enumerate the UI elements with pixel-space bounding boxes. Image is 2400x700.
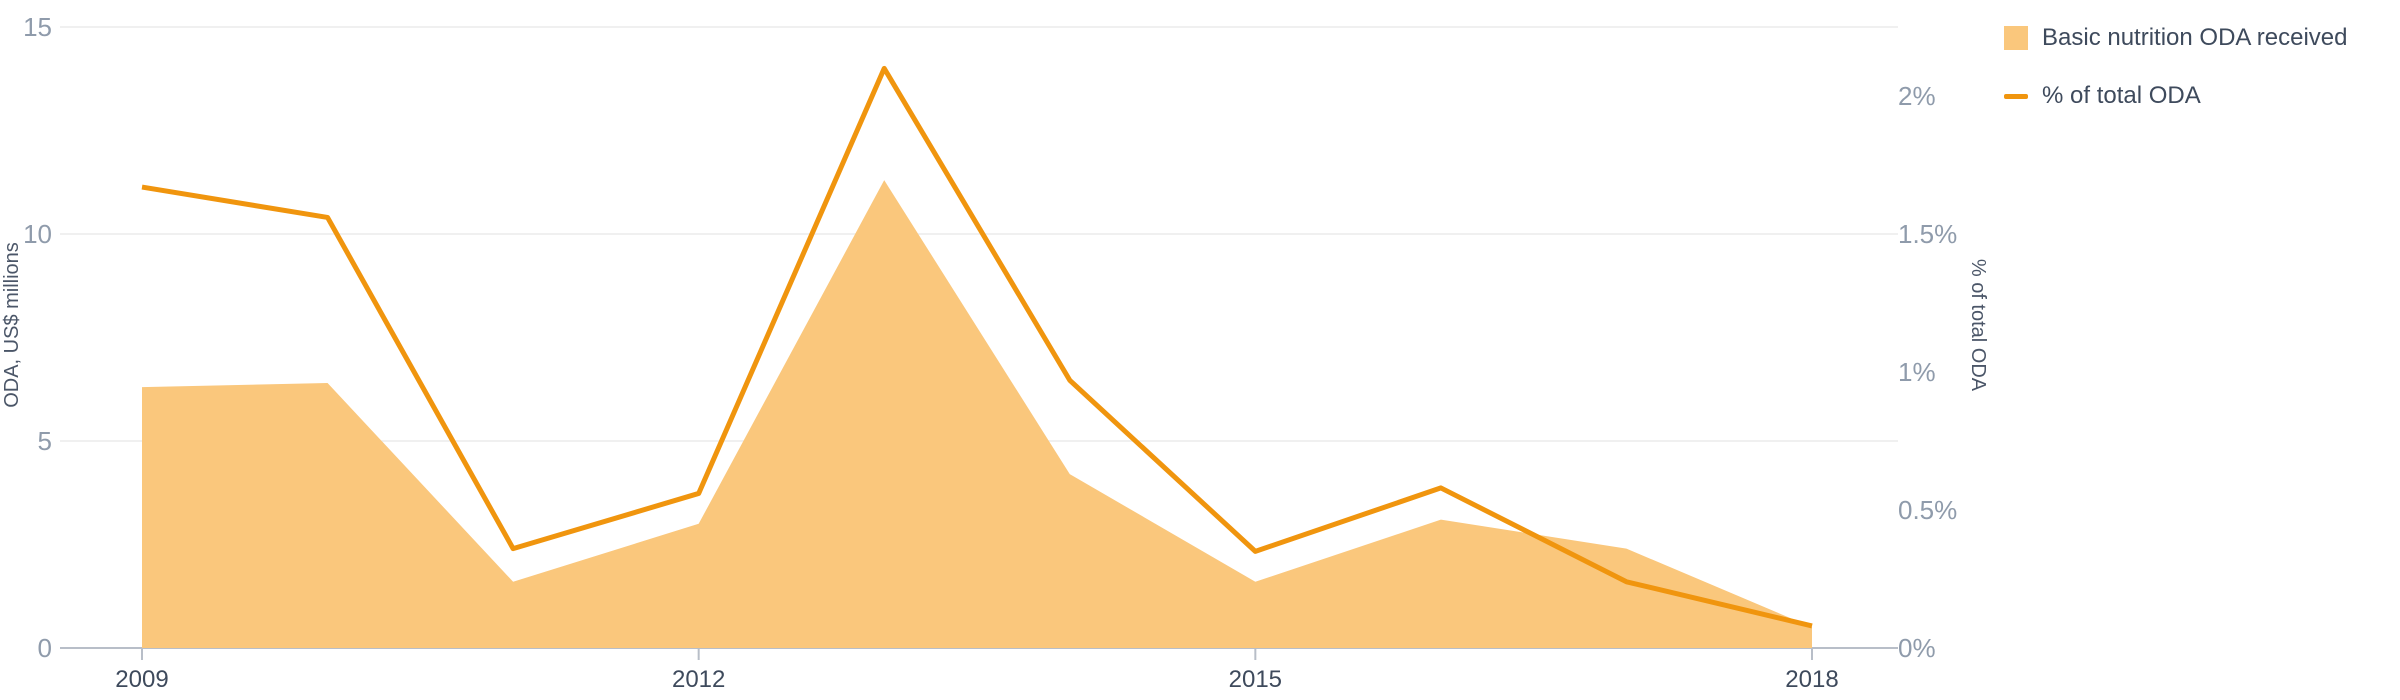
x-tick-label: 2012 — [672, 666, 725, 693]
legend-label: % of total ODA — [2042, 82, 2201, 109]
x-tick-label: 2018 — [1785, 666, 1838, 693]
x-tick-label: 2009 — [115, 666, 168, 693]
left-tick-label: 10 — [23, 219, 52, 249]
area-basic-nutrition-oda — [142, 180, 1812, 648]
right-tick-label: 2% — [1898, 81, 1936, 111]
legend-item-line: % of total ODA — [2004, 76, 2347, 116]
legend-label: Basic nutrition ODA received — [2042, 24, 2348, 51]
left-tick-label: 0 — [38, 633, 52, 663]
legend: Basic nutrition ODA received % of total … — [2004, 18, 2347, 134]
left-tick-label: 15 — [23, 12, 52, 42]
x-tick-label: 2015 — [1229, 666, 1282, 693]
left-y-axis: 0 5 10 15 — [23, 12, 52, 663]
left-axis-title: ODA, US$ millions — [1, 242, 23, 408]
legend-item-area: Basic nutrition ODA received — [2004, 18, 2347, 58]
x-axis: 2009 2012 2015 2018 — [115, 648, 1839, 693]
line-percent-total-oda — [141, 65, 1813, 629]
right-tick-label: 1.5% — [1898, 219, 1957, 249]
right-tick-label: 0.5% — [1898, 495, 1957, 525]
legend-swatch-area — [2004, 26, 2028, 50]
legend-swatch-line — [2004, 93, 2028, 99]
right-y-axis: 0% 0.5% 1% 1.5% 2% — [1898, 81, 1957, 663]
right-tick-label: 1% — [1898, 357, 1936, 387]
right-axis-title: % of total ODA — [1967, 259, 1989, 392]
right-tick-label: 0% — [1898, 633, 1936, 663]
left-tick-label: 5 — [38, 426, 52, 456]
